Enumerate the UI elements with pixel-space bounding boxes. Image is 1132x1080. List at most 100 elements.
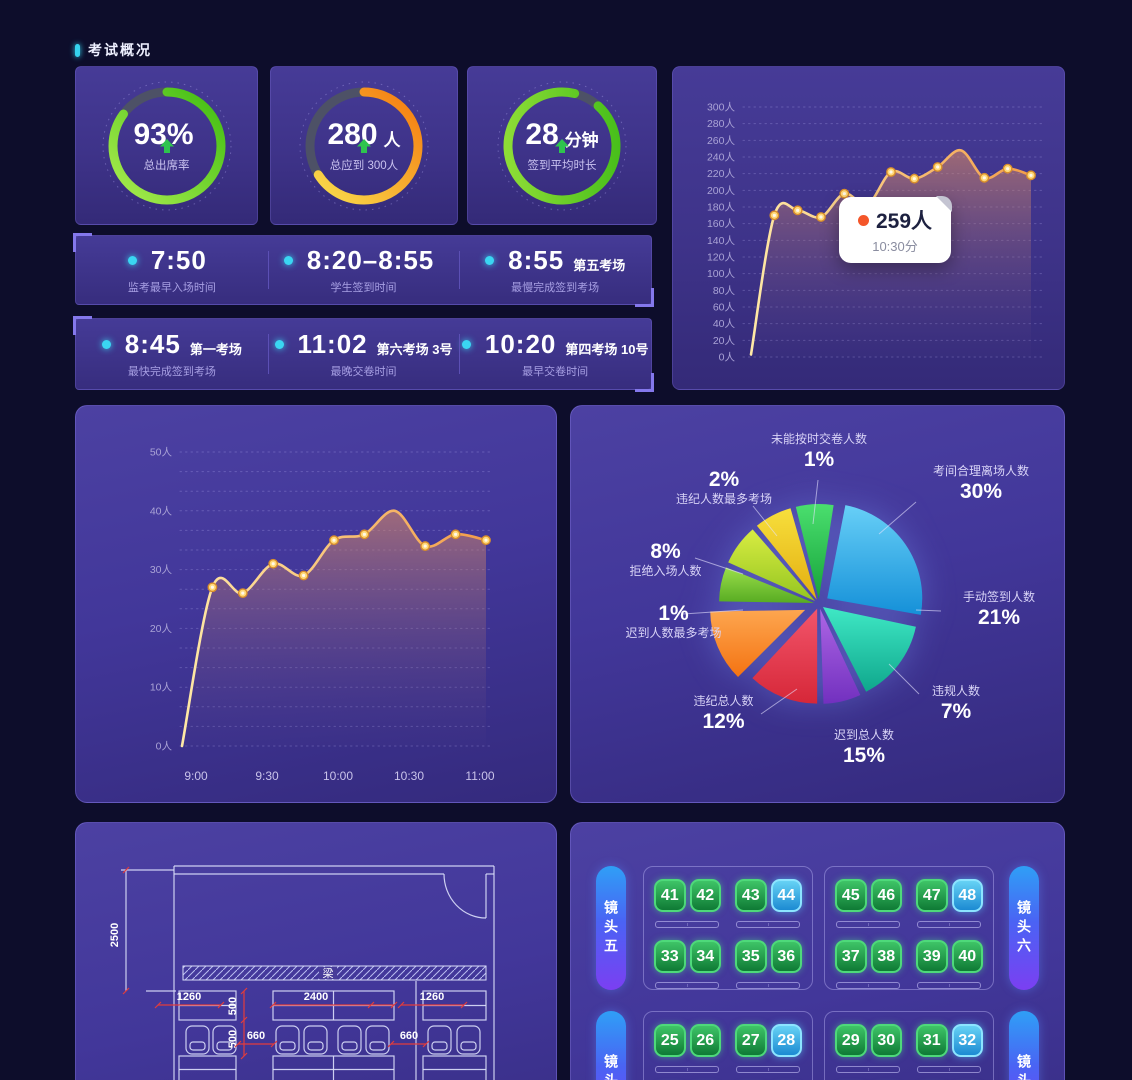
- x-axis-label: 10:00: [323, 769, 353, 783]
- y-axis-label: 240人: [707, 152, 736, 164]
- y-axis-label: 120人: [707, 252, 736, 264]
- room-trend-chart: 0人 10人 20人 30人 40人 50人 9:00 9:30 10:00 10:30 11:00: [150, 447, 495, 784]
- time-stat-cell: 8:45 第一考场 最快完成签到考场: [76, 319, 268, 389]
- desk-bar: [836, 921, 900, 928]
- seat[interactable]: 29: [835, 1024, 867, 1057]
- pie-leader-line: [888, 663, 920, 695]
- pie-leader-line: [752, 505, 778, 537]
- dimension-text: 660: [247, 1030, 265, 1042]
- x-axis-label: 10:30: [394, 769, 424, 783]
- time-suffix: 第五考场: [573, 258, 626, 273]
- seat[interactable]: 42: [689, 879, 721, 912]
- gauge-center: 280 人总应到 300人: [271, 67, 457, 224]
- y-axis-label: 40人: [713, 318, 736, 330]
- attendance-trend-panel: 0人 20人 40人 60人 80人 100人 120人 140人 160人 180人 200人 22…: [672, 66, 1065, 390]
- time-label: 监考最早入场时间: [127, 282, 216, 294]
- y-axis-label: 60人: [713, 302, 736, 314]
- section-accent-icon: [75, 43, 80, 57]
- seat[interactable]: 31: [916, 1024, 948, 1057]
- seat[interactable]: 46: [870, 879, 902, 912]
- seat[interactable]: 44: [770, 879, 802, 912]
- chair: [337, 1025, 362, 1055]
- seat[interactable]: 38: [870, 940, 902, 973]
- y-axis-label: 160人: [707, 218, 736, 230]
- seat[interactable]: 30: [870, 1024, 902, 1057]
- y-axis-label: 140人: [707, 235, 736, 247]
- gauge-card-avg-time: 28 分钟 签到平均时长: [467, 66, 657, 225]
- seat[interactable]: 33: [654, 940, 686, 973]
- pie-label-name: 考间合理离场人数: [932, 464, 1029, 478]
- pie-label: 考间合理离场人数 30%: [901, 464, 1061, 504]
- seat[interactable]: 45: [835, 879, 867, 912]
- cyan-dot-icon: [274, 340, 284, 349]
- desk-bar: [917, 921, 981, 928]
- pie-label-name: 拒绝入场人数: [629, 564, 702, 579]
- dimension-text: 500: [227, 1030, 239, 1048]
- seat[interactable]: 35: [735, 940, 767, 973]
- pie-label-percent: 1%: [803, 447, 835, 471]
- time-stat-cell: 10:20 第四考场 10号 最早交卷时间: [459, 319, 651, 389]
- seat[interactable]: 28: [770, 1024, 802, 1057]
- seat[interactable]: 36: [770, 940, 802, 973]
- chair: [303, 1025, 328, 1055]
- pie-label: 8% 拒绝入场人数: [603, 540, 728, 580]
- seat[interactable]: 26: [689, 1024, 721, 1057]
- dimension-text: 1260: [420, 991, 444, 1003]
- seat[interactable]: 40: [951, 940, 983, 973]
- seat[interactable]: 47: [916, 879, 948, 912]
- seat-group: 29 30 31 32: [824, 1011, 994, 1080]
- camera-label: 镜头: [1009, 1011, 1039, 1080]
- pie-slice[interactable]: [710, 609, 806, 678]
- seat[interactable]: 37: [835, 940, 867, 973]
- gauge-tick-ring: [497, 81, 627, 210]
- pie-slice[interactable]: [728, 529, 815, 602]
- dimension-text: 660: [400, 1030, 418, 1042]
- pie-slice[interactable]: [820, 608, 861, 704]
- pie-slice[interactable]: [719, 567, 815, 604]
- seat[interactable]: 39: [916, 940, 948, 973]
- y-axis-label: 0人: [156, 741, 173, 753]
- time-label: 最快完成签到考场: [127, 366, 216, 378]
- time-stat-cell: 8:20–8:55 学生签到时间: [267, 236, 460, 304]
- seat-map-panel: 镜头五 镜头六 镜头 镜头 41 42 43 44 33 34 35 36 45 46 47 48 37 38 39…: [570, 822, 1065, 1080]
- pie-label: 违纪总人数 12%: [666, 694, 781, 734]
- dimension-text: 500: [227, 997, 239, 1015]
- section-header: 考试概况: [75, 40, 152, 60]
- pie-label-percent: 8%: [650, 540, 681, 563]
- pie-leader-line: [878, 501, 917, 535]
- pie-slice[interactable]: [795, 504, 834, 600]
- time-label: 最慢完成签到考场: [511, 282, 600, 294]
- pie-leader-line: [915, 609, 942, 612]
- pie-slice[interactable]: [752, 608, 818, 704]
- y-axis-label: 10人: [150, 682, 173, 694]
- y-axis-label: 20人: [713, 335, 736, 347]
- dimension-text: 2400: [304, 991, 328, 1003]
- seat[interactable]: 32: [951, 1024, 983, 1057]
- cyan-dot-icon: [127, 256, 137, 265]
- seat[interactable]: 27: [735, 1024, 767, 1057]
- page-title: 考试概况: [88, 42, 152, 58]
- desk-outline: [178, 1055, 237, 1080]
- pie-leader-line: [812, 479, 819, 525]
- pie-slice[interactable]: [827, 505, 923, 615]
- gauge-center: 28 分钟 签到平均时长: [468, 67, 656, 224]
- chart-tooltip: 259人 10:30分: [839, 196, 952, 263]
- seat[interactable]: 34: [689, 940, 721, 973]
- seat[interactable]: 43: [735, 879, 767, 912]
- time-stat-cell: 11:02 第六考场 3号 最晚交卷时间: [267, 319, 460, 389]
- camera-label: 镜头: [596, 1011, 626, 1080]
- pie-slice[interactable]: [756, 508, 817, 600]
- gauge-ring: [497, 81, 627, 210]
- desk-bar: [655, 921, 719, 928]
- chair: [185, 1025, 210, 1055]
- seat[interactable]: 48: [951, 879, 983, 912]
- gauge-tick-ring: [102, 81, 231, 210]
- gauge-card-attendance: 93% 总出席率: [75, 66, 258, 225]
- y-axis-label: 180人: [707, 202, 736, 214]
- seat[interactable]: 41: [654, 879, 686, 912]
- desk-bar: [836, 1066, 900, 1073]
- camera-label: 镜头六: [1009, 866, 1039, 990]
- time-stat-cell: 8:55 第五考场 最慢完成签到考场: [459, 236, 651, 304]
- seat[interactable]: 25: [654, 1024, 686, 1057]
- pie-slice[interactable]: [822, 607, 916, 692]
